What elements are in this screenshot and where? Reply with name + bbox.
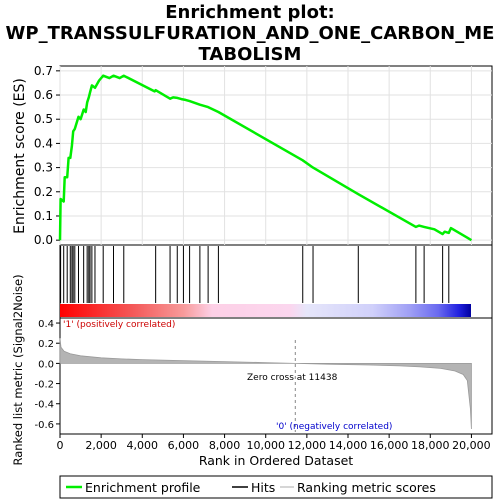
chart-title-line-1: Enrichment plot: bbox=[165, 2, 335, 23]
x-tick-label: 4,000 bbox=[127, 439, 159, 452]
ranked-y-tick-label: 0.2 bbox=[38, 339, 54, 350]
es-y-tick-label: 0.6 bbox=[34, 88, 53, 102]
ranked-y-tick-label: 0.0 bbox=[38, 359, 54, 370]
ranked-y-tick-label: -0.4 bbox=[34, 400, 54, 411]
es-y-ticks: 0.0 0.1 0.2 0.3 0.4 0.5 0.6 0.7 bbox=[34, 64, 60, 247]
es-y-tick-label: 0.5 bbox=[34, 112, 53, 126]
ranked-y-tick-label: 0.4 bbox=[38, 319, 54, 330]
chart-title-line-2: WP_TRANSSULFURATION_AND_ONE_CARBON_ME bbox=[5, 23, 495, 44]
es-y-tick-label: 0.3 bbox=[34, 161, 53, 175]
ranked-panel-frame bbox=[59, 317, 493, 435]
ranked-y-ticks: 0.4 0.2 0.0 -0.2 -0.4 -0.6 bbox=[34, 319, 60, 431]
x-tick-label: 0 bbox=[57, 439, 64, 452]
x-tick-label: 10,000 bbox=[246, 439, 285, 452]
negative-correlated-label: '0' (negatively correlated) bbox=[276, 422, 392, 432]
chart-title-line-3: TABOLISM bbox=[198, 44, 302, 65]
es-y-tick-label: 0.2 bbox=[34, 185, 53, 199]
legend-enrichment-label: Enrichment profile bbox=[85, 480, 201, 495]
x-tick-label: 14,000 bbox=[329, 439, 368, 452]
ranking-metric-area bbox=[59, 338, 472, 430]
rank-gradient-bar bbox=[60, 304, 471, 317]
x-axis-label: Rank in Ordered Dataset bbox=[199, 453, 353, 468]
enrichment-profile-series bbox=[58, 74, 473, 242]
x-tick-label: 2,000 bbox=[85, 439, 117, 452]
legend-box bbox=[59, 475, 493, 499]
positive-correlated-label: '1' (positively correlated) bbox=[63, 320, 175, 330]
x-tick-label: 6,000 bbox=[168, 439, 200, 452]
x-tick-label: 18,000 bbox=[411, 439, 450, 452]
ranked-y-axis-label: Ranked list metric (Signal2Noise) bbox=[11, 274, 25, 465]
ranked-y-tick-label: -0.6 bbox=[34, 420, 54, 431]
x-tick-label: 16,000 bbox=[370, 439, 409, 452]
x-tick-label: 12,000 bbox=[288, 439, 327, 452]
legend-ranking-label: Ranking metric scores bbox=[297, 480, 436, 495]
ranking-metric-series bbox=[59, 338, 472, 430]
hits-series bbox=[60, 246, 450, 303]
zero-cross-label: Zero cross at 11438 bbox=[247, 373, 338, 383]
ranked-y-tick-label: -0.2 bbox=[34, 380, 54, 391]
es-y-tick-label: 0.7 bbox=[34, 64, 53, 78]
enrichment-profile-line bbox=[58, 74, 473, 242]
chart-title: Enrichment plot: WP_TRANSSULFURATION_AND… bbox=[0, 2, 500, 65]
es-y-axis-label: Enrichment score (ES) bbox=[12, 78, 28, 234]
es-y-tick-label: 0.4 bbox=[34, 136, 53, 150]
x-tick-label: 20,000 bbox=[452, 439, 491, 452]
es-grid bbox=[59, 66, 492, 245]
legend-hits-label: Hits bbox=[251, 480, 275, 495]
es-panel-frame bbox=[59, 65, 493, 246]
x-axis-ticks: 0 2,000 4,000 6,000 8,000 10,000 12,000 14,000 1… bbox=[57, 434, 491, 452]
es-y-tick-label: 0.1 bbox=[34, 209, 53, 223]
x-tick-label: 8,000 bbox=[209, 439, 241, 452]
es-y-tick-label: 0.0 bbox=[34, 233, 53, 247]
